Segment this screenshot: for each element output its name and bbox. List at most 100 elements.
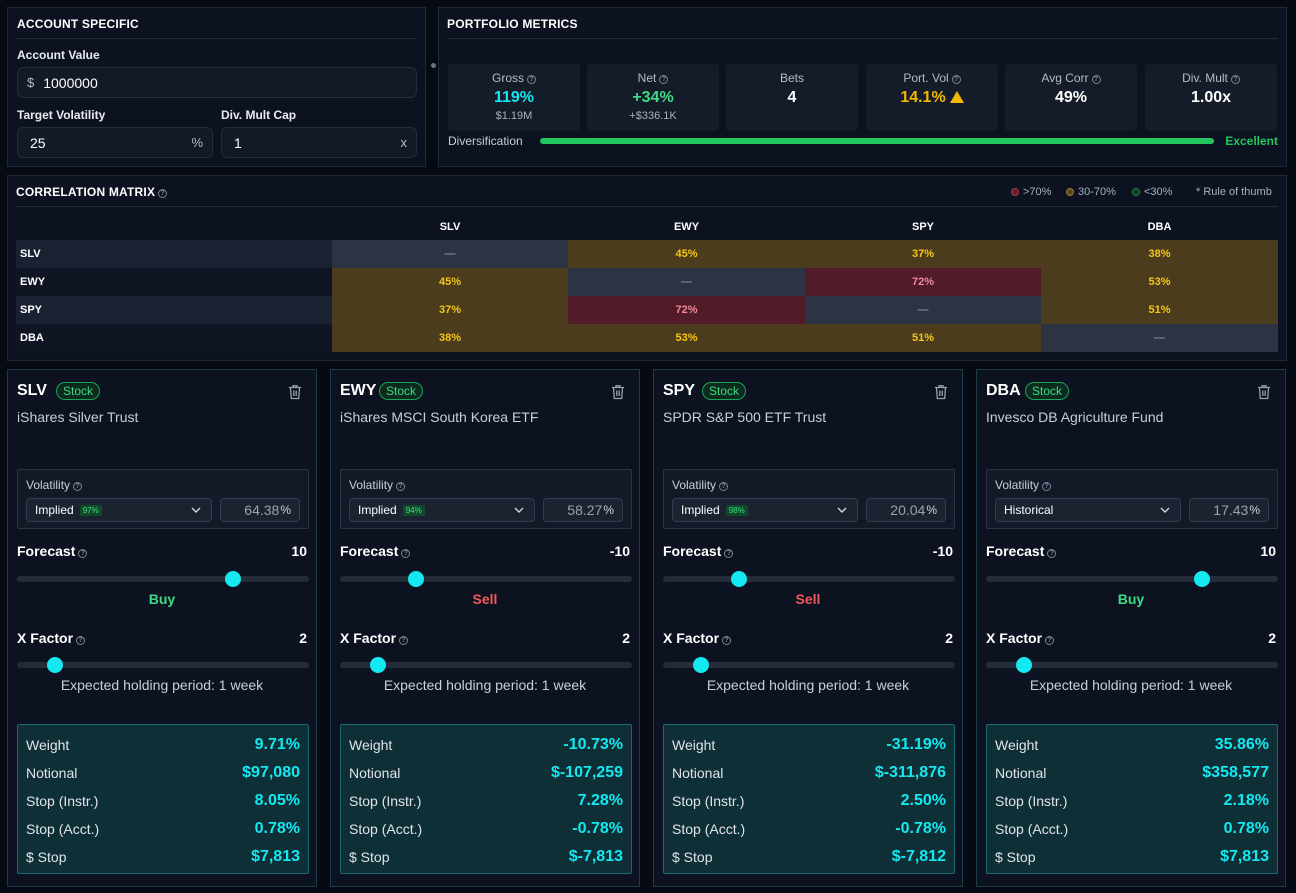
matrix-cell: 37% [805, 240, 1041, 268]
matrix-col-spy: SPY [911, 221, 934, 233]
xfactor-slider[interactable] [986, 657, 1278, 673]
volatility-type-select[interactable]: Historical [995, 498, 1181, 522]
help-icon[interactable]: ? [1045, 636, 1055, 645]
help-icon[interactable]: ? [158, 189, 168, 198]
trash-icon[interactable] [611, 384, 625, 400]
stat-weight: Weight -10.73% [349, 735, 623, 755]
volatility-value-input[interactable]: 17.43% [1189, 498, 1269, 522]
help-icon[interactable]: ? [719, 482, 729, 491]
forecast-slider[interactable] [340, 571, 632, 587]
stat-value: -10.73% [563, 736, 623, 753]
xfactor-slider-thumb[interactable] [46, 657, 63, 673]
matrix-cell: — [805, 296, 1041, 324]
div-mult-cap-unit: x [400, 135, 408, 150]
stat-stop-acct: Stop (Acct.) -0.78% [672, 819, 946, 839]
chevron-down-icon [837, 507, 847, 513]
stat-dollar-stop: $ Stop $-7,813 [349, 847, 623, 867]
xfactor-slider[interactable] [663, 657, 955, 673]
forecast-slider[interactable] [986, 571, 1278, 587]
trash-icon[interactable] [288, 384, 302, 400]
metric-div-mult: Div. Mult? 1.00x [1145, 64, 1277, 131]
forecast-slider[interactable] [17, 571, 309, 587]
xfactor-slider-thumb[interactable] [1015, 657, 1032, 673]
help-icon[interactable]: ? [396, 482, 406, 491]
asset-type-badge: Stock [702, 382, 747, 400]
help-icon[interactable]: ? [722, 636, 732, 645]
percent-unit: % [926, 503, 937, 517]
matrix-col-slv: SLV [439, 221, 461, 233]
warning-icon [949, 91, 964, 103]
volatility-type-select[interactable]: Implied 97% [26, 498, 212, 522]
vol-confidence-badge: 98% [725, 504, 748, 516]
help-icon[interactable]: ? [1042, 482, 1052, 491]
stat-label: Stop (Instr.) [349, 793, 422, 809]
volatility-box: Volatility? Historical 17.43% [986, 469, 1278, 529]
matrix-row-slv: SLV [16, 240, 332, 268]
help-icon[interactable]: ? [1091, 75, 1101, 84]
volatility-type-select[interactable]: Implied 94% [349, 498, 535, 522]
forecast-slider-thumb[interactable] [225, 571, 242, 587]
help-icon[interactable]: ? [78, 549, 88, 558]
xfactor-value: 2 [622, 630, 630, 646]
xfactor-slider-thumb[interactable] [369, 657, 386, 673]
stat-stop-instr: Stop (Instr.) 7.28% [349, 791, 623, 811]
help-icon[interactable]: ? [76, 636, 86, 645]
matrix-cell: 72% [568, 296, 805, 324]
volatility-label: Volatility? [995, 478, 1052, 492]
stat-dollar-stop: $ Stop $7,813 [995, 847, 1269, 867]
stat-value: 9.71% [254, 736, 300, 753]
help-icon[interactable]: ? [527, 75, 536, 84]
stat-value: 0.78% [254, 820, 300, 837]
diversification-bar [540, 138, 1214, 144]
trash-icon[interactable] [1257, 384, 1271, 400]
xfactor-label: X Factor? [986, 630, 1055, 646]
target-vol-input[interactable]: 25 % [17, 127, 213, 158]
forecast-slider[interactable] [663, 571, 955, 587]
xfactor-slider-thumb[interactable] [692, 657, 709, 673]
volatility-value-input[interactable]: 20.04% [866, 498, 946, 522]
metric-value: 119% [493, 89, 535, 106]
help-icon[interactable]: ? [1047, 549, 1057, 558]
forecast-slider-thumb[interactable] [407, 571, 424, 587]
metric-net: Net? +34% +$336.1K [587, 64, 719, 131]
volatility-value-input[interactable]: 64.38% [220, 498, 300, 522]
diversification-track [540, 138, 1214, 144]
xfactor-value: 2 [945, 630, 953, 646]
help-icon[interactable]: ? [659, 75, 669, 84]
signal-label: Sell [472, 591, 498, 607]
green-dot-icon [1132, 188, 1140, 196]
legend-rule: * Rule of thumb [1196, 186, 1272, 198]
volatility-label: Volatility? [349, 478, 406, 492]
div-mult-cap-input[interactable]: 1 x [221, 127, 417, 158]
account-value-input[interactable]: $ 1000000 [17, 67, 417, 98]
percent-unit: % [280, 503, 291, 517]
trash-icon[interactable] [934, 384, 948, 400]
stat-value: 7.28% [577, 792, 623, 809]
stat-stop-acct: Stop (Acct.) -0.78% [349, 819, 623, 839]
instrument-card-slv: SLV Stock iShares Silver Trust Volatility? I… [7, 369, 317, 887]
instrument-name: SPDR S&P 500 ETF Trust [663, 409, 827, 425]
volatility-value-input[interactable]: 58.27% [543, 498, 623, 522]
metric-port-vol: Port. Vol? 14.1% [866, 64, 998, 131]
stat-weight: Weight 9.71% [26, 735, 300, 755]
metric-value: 4 [787, 89, 797, 106]
help-icon[interactable]: ? [401, 549, 411, 558]
portfolio-panel: PORTFOLIO METRICS Gross? 119% $1.19M Net? +3… [438, 7, 1287, 167]
xfactor-slider[interactable] [17, 657, 309, 673]
metric-label: Net? [587, 71, 719, 85]
stat-value: $-7,813 [568, 848, 623, 865]
chevron-down-icon [1160, 507, 1170, 513]
help-icon[interactable]: ? [399, 636, 409, 645]
help-icon[interactable]: ? [951, 75, 961, 84]
metric-value: 49% [1054, 89, 1088, 106]
resize-handle[interactable] [431, 63, 436, 68]
xfactor-slider[interactable] [340, 657, 632, 673]
stat-label: Stop (Acct.) [26, 821, 100, 837]
forecast-slider-thumb[interactable] [730, 571, 747, 587]
forecast-value: -10 [932, 543, 953, 559]
help-icon[interactable]: ? [73, 482, 83, 491]
volatility-type-select[interactable]: Implied 98% [672, 498, 858, 522]
forecast-slider-thumb[interactable] [1194, 571, 1211, 587]
help-icon[interactable]: ? [724, 549, 734, 558]
help-icon[interactable]: ? [1230, 75, 1240, 84]
